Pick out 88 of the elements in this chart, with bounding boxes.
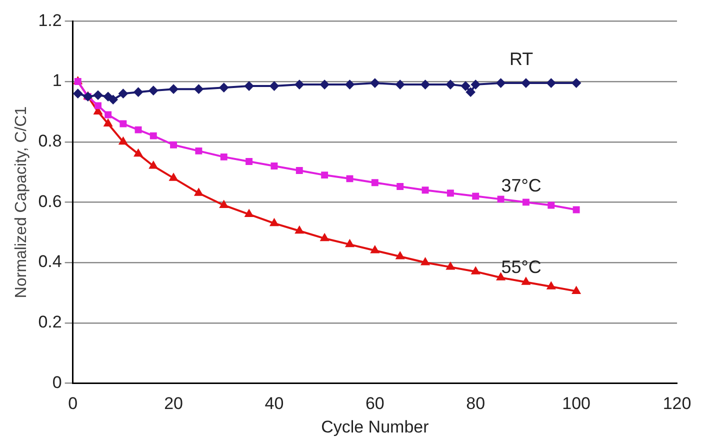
x-tick-label: 0 — [68, 394, 78, 414]
x-axis-title: Cycle Number — [321, 417, 430, 436]
point — [548, 202, 555, 209]
point — [134, 126, 142, 134]
point — [396, 80, 405, 90]
y-tick-label: 1.2 — [38, 10, 62, 30]
point — [150, 132, 157, 140]
point — [194, 188, 203, 196]
series-label: RT — [509, 49, 534, 70]
point — [572, 206, 580, 214]
point — [472, 267, 480, 274]
point — [547, 282, 556, 290]
x-tick-label: 60 — [365, 394, 384, 414]
y-tick-label: 0.8 — [38, 132, 62, 151]
point — [522, 198, 530, 206]
point — [220, 153, 228, 160]
x-tick-label: 120 — [662, 394, 692, 414]
point — [496, 78, 506, 88]
point — [194, 84, 204, 94]
point — [370, 78, 380, 88]
point — [346, 175, 354, 182]
x-tick-label: 80 — [466, 394, 486, 414]
series-label: 55°C — [501, 257, 542, 278]
y-tick-label: 0 — [52, 372, 62, 392]
point — [149, 162, 158, 169]
point — [94, 90, 103, 100]
point — [246, 158, 253, 165]
point — [118, 89, 128, 98]
point — [148, 86, 158, 96]
series-label: 37°C — [501, 176, 542, 196]
point — [572, 78, 581, 88]
point — [104, 111, 112, 118]
point — [104, 119, 112, 127]
point — [245, 210, 254, 218]
point — [471, 80, 480, 90]
point — [134, 88, 143, 97]
point — [295, 226, 304, 234]
point — [169, 84, 178, 94]
y-tick-label: 1 — [52, 71, 62, 90]
point — [94, 102, 102, 110]
point — [294, 80, 304, 90]
point — [396, 183, 404, 190]
point — [296, 167, 303, 174]
point — [270, 162, 278, 170]
x-tick-label: 100 — [562, 394, 590, 414]
point — [421, 258, 430, 266]
point — [522, 278, 530, 285]
point — [170, 141, 177, 148]
point — [371, 179, 378, 186]
point — [120, 120, 127, 128]
point — [572, 286, 580, 294]
point — [73, 89, 82, 98]
point — [321, 172, 328, 179]
point — [244, 82, 254, 91]
point — [420, 80, 430, 90]
point — [461, 82, 470, 91]
point — [546, 78, 556, 88]
point — [496, 273, 505, 280]
x-tick-label: 20 — [164, 394, 183, 414]
point — [195, 147, 202, 154]
point — [472, 192, 480, 200]
point — [446, 190, 454, 197]
x-tick-label: 40 — [264, 394, 284, 414]
point — [446, 80, 455, 90]
point — [346, 240, 354, 248]
point — [220, 200, 228, 208]
point — [134, 149, 142, 157]
point — [446, 262, 454, 270]
point — [370, 246, 379, 254]
point — [219, 83, 228, 92]
point — [169, 174, 178, 181]
point — [270, 218, 278, 226]
point — [270, 82, 279, 91]
point — [466, 88, 476, 97]
point — [320, 80, 330, 90]
point — [345, 80, 354, 90]
point — [422, 186, 429, 194]
y-tick-label: 0.4 — [38, 252, 62, 272]
point — [396, 252, 404, 260]
y-tick-label: 0.6 — [38, 192, 62, 211]
point — [521, 78, 530, 88]
point — [119, 137, 128, 145]
point — [108, 95, 118, 104]
y-tick-label: 0.2 — [38, 312, 62, 332]
point — [104, 92, 113, 102]
point — [497, 196, 504, 203]
point — [320, 234, 329, 242]
y-axis-title: Normalized Capacity, C/C1 — [13, 106, 30, 298]
